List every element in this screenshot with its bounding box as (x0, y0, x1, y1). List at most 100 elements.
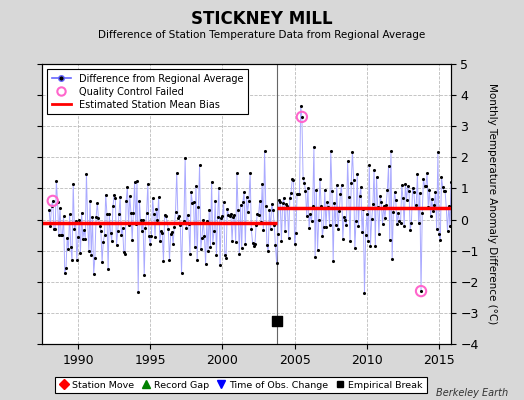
Point (244, 208, 252, 215)
Point (259, 226, 268, 233)
Point (289, 177, 298, 183)
Point (194, 204, 203, 210)
Point (110, 192, 118, 199)
Point (377, 199, 386, 206)
Point (135, 198, 144, 204)
Point (167, 230, 175, 237)
Point (417, 288, 425, 294)
Point (324, 203, 333, 210)
Point (341, 217, 350, 224)
Point (290, 241, 299, 247)
Point (223, 206, 232, 212)
Point (423, 170, 431, 176)
Point (370, 166, 378, 173)
Point (287, 190, 295, 196)
Point (68, 257, 76, 263)
Text: Difference of Station Temperature Data from Regional Average: Difference of Station Temperature Data f… (99, 30, 425, 40)
Point (285, 235, 293, 241)
Point (159, 258, 168, 264)
Point (348, 148, 357, 155)
Point (362, 232, 370, 238)
Point (309, 202, 317, 209)
Point (271, 242, 280, 248)
Point (119, 249, 128, 255)
Point (408, 185, 417, 191)
Point (266, 225, 275, 232)
Point (140, 272, 148, 278)
Point (177, 270, 185, 277)
Point (210, 228, 218, 234)
Point (401, 181, 410, 187)
Point (235, 251, 244, 257)
Point (333, 182, 341, 188)
Point (297, 103, 305, 109)
Point (292, 229, 300, 236)
Point (220, 199, 228, 205)
Point (448, 208, 456, 215)
Point (224, 212, 233, 218)
Point (441, 188, 449, 194)
Point (138, 227, 146, 234)
Point (64, 246, 73, 253)
Point (322, 224, 330, 230)
Point (203, 218, 211, 224)
Point (111, 195, 119, 201)
Point (46, 223, 54, 230)
Point (388, 256, 396, 262)
Point (151, 234, 159, 240)
Point (342, 222, 351, 228)
Point (98, 258, 106, 265)
Point (378, 220, 387, 227)
Point (337, 182, 346, 188)
Point (229, 213, 237, 220)
Point (206, 244, 215, 250)
Point (399, 195, 407, 202)
Point (139, 217, 147, 224)
Point (288, 176, 297, 182)
Point (74, 234, 82, 240)
Point (179, 220, 187, 226)
Point (374, 204, 382, 211)
Point (394, 210, 402, 216)
Point (376, 192, 384, 199)
Point (237, 245, 246, 252)
Point (443, 228, 452, 235)
Point (73, 257, 81, 264)
Point (171, 209, 180, 215)
Point (49, 198, 57, 204)
Point (296, 191, 304, 197)
Point (440, 188, 448, 194)
Point (69, 181, 78, 187)
Point (66, 211, 74, 218)
Point (94, 215, 103, 221)
Point (152, 206, 160, 212)
Point (170, 224, 179, 230)
Point (269, 207, 277, 213)
Point (53, 199, 62, 206)
Point (318, 233, 326, 240)
Point (435, 231, 443, 238)
Point (100, 232, 108, 238)
Point (63, 234, 71, 241)
Point (121, 251, 129, 258)
Point (91, 254, 99, 261)
Point (317, 203, 325, 209)
Point (204, 248, 212, 254)
Point (62, 265, 70, 272)
Point (56, 205, 64, 212)
Point (371, 242, 379, 249)
Point (431, 189, 440, 195)
Point (182, 224, 191, 231)
Point (232, 238, 240, 245)
Point (286, 195, 294, 202)
Point (261, 203, 270, 209)
Point (193, 256, 201, 263)
Point (153, 217, 161, 223)
Point (446, 222, 454, 229)
Point (105, 211, 114, 217)
Point (396, 220, 405, 226)
Point (109, 203, 117, 210)
Point (407, 219, 416, 226)
Point (241, 241, 249, 248)
Point (180, 218, 188, 224)
